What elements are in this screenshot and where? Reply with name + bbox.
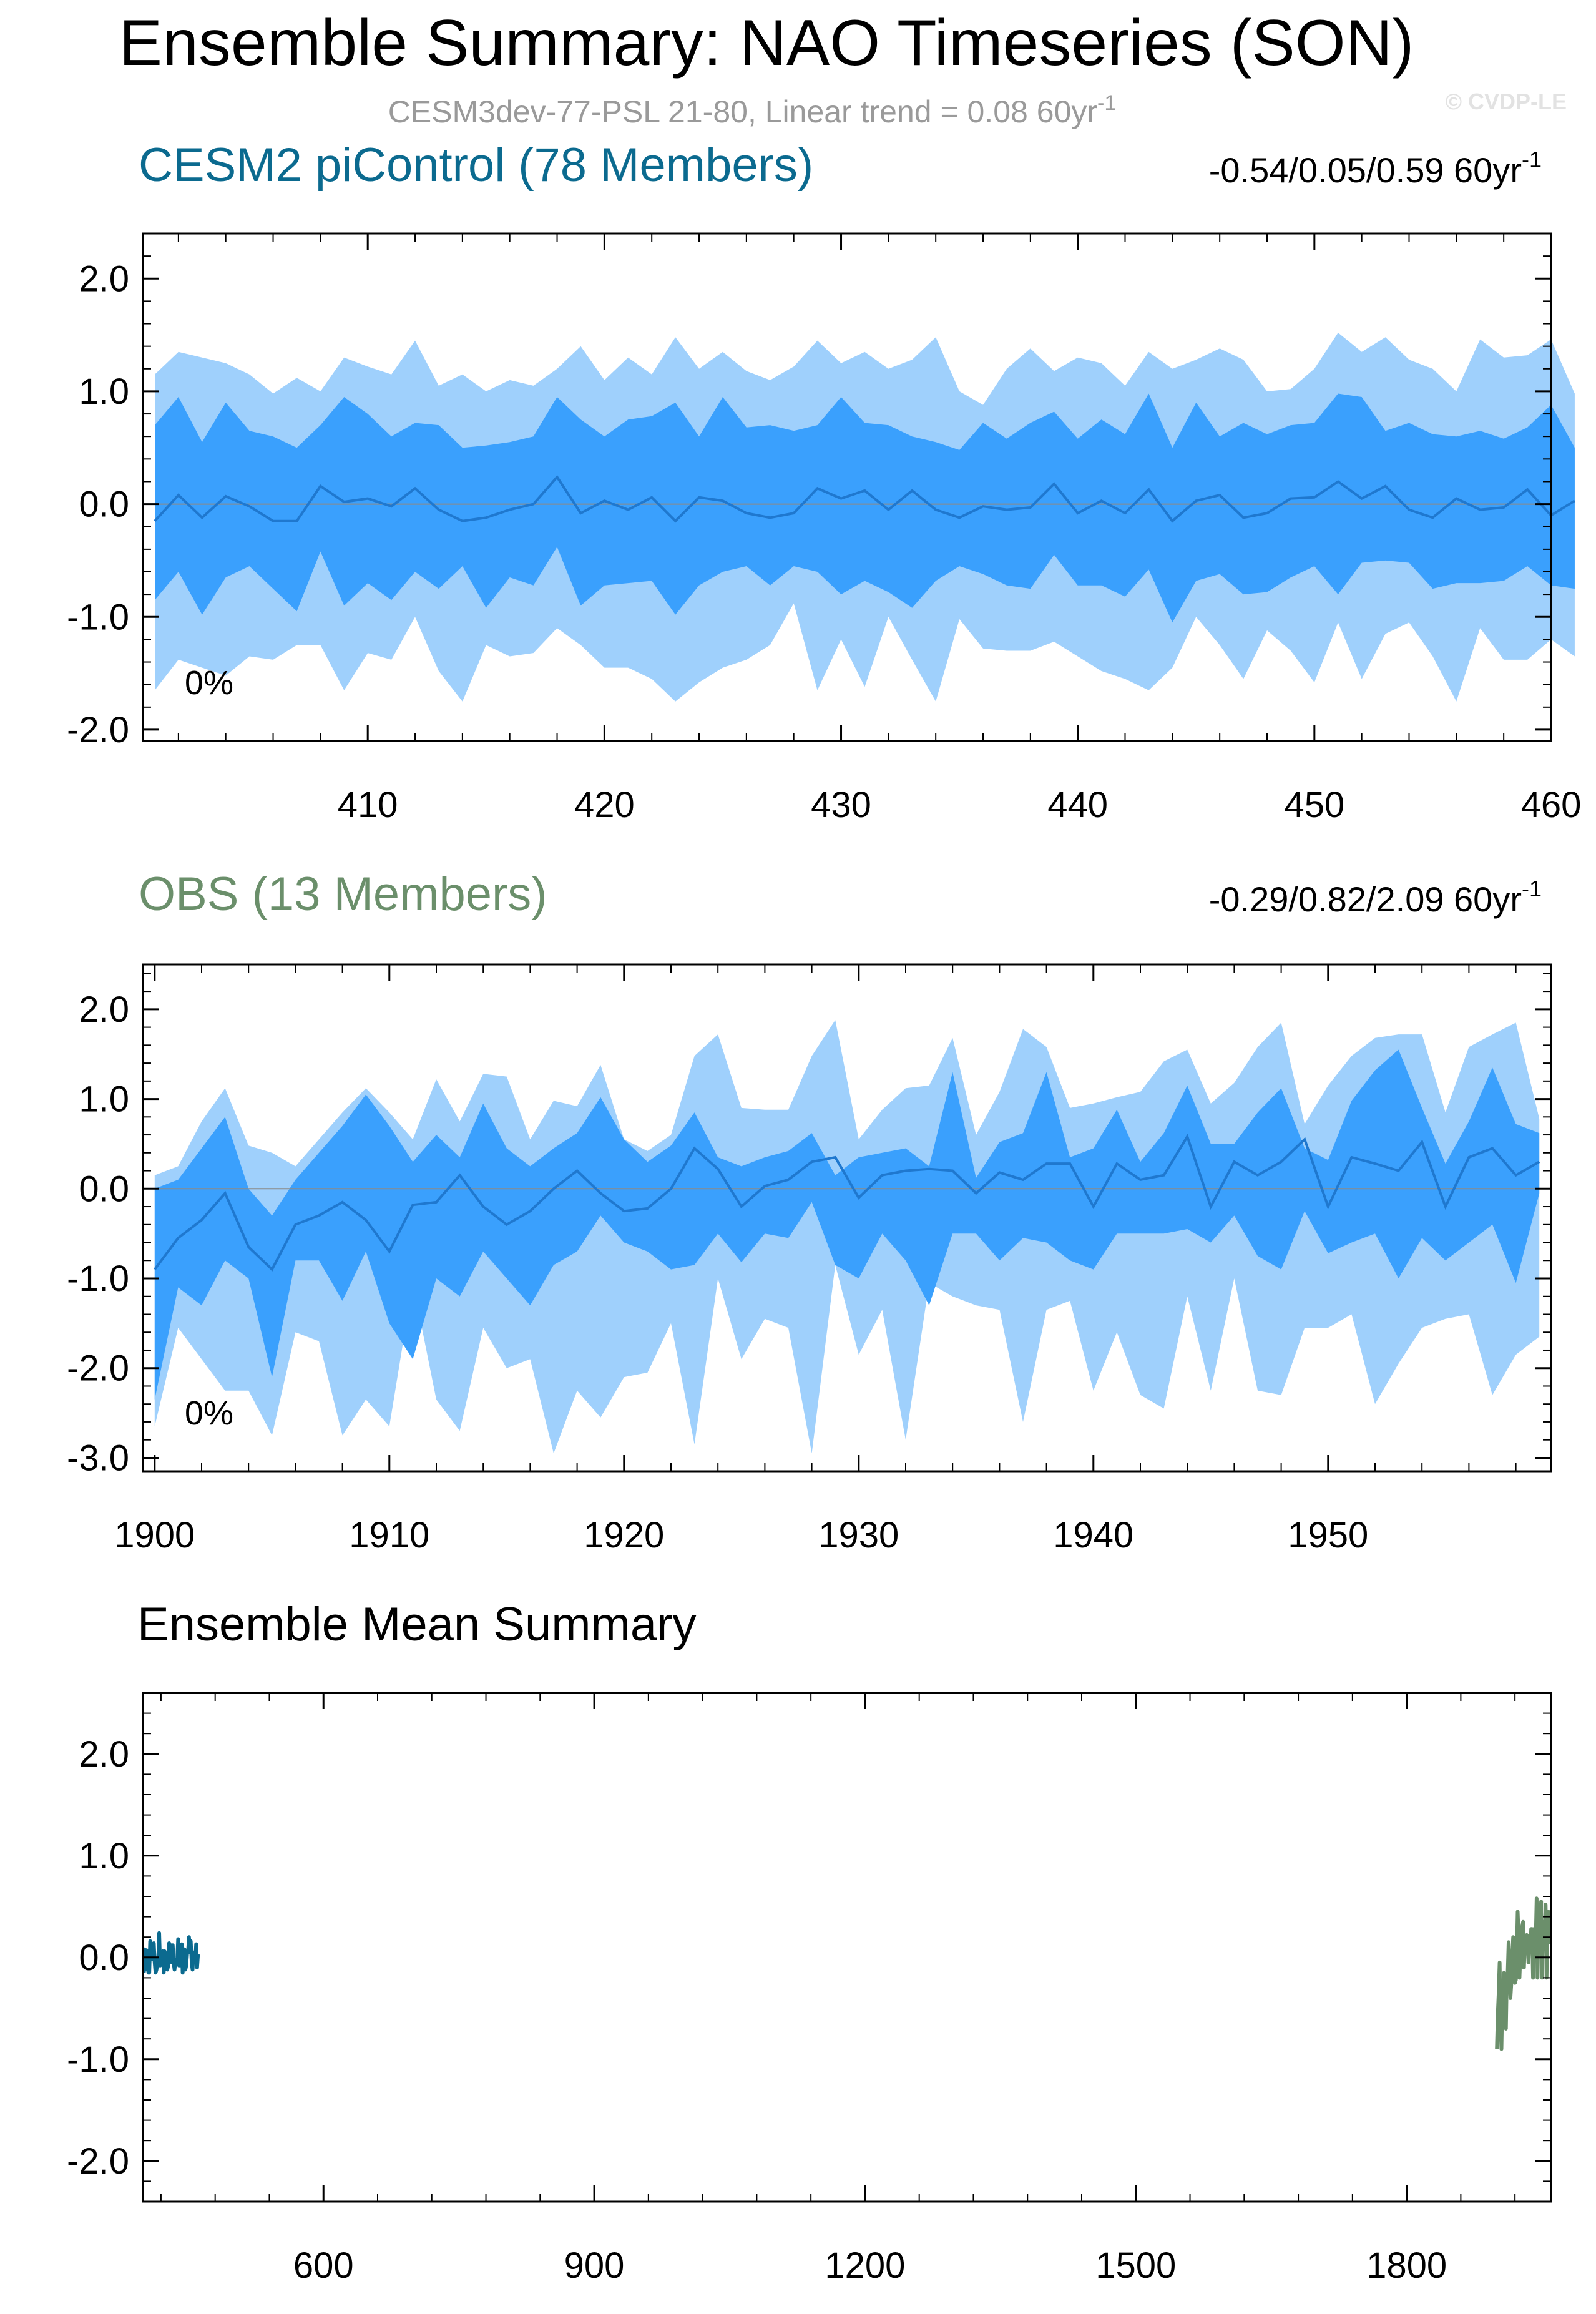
cesm-ytick-label: 0.0: [79, 484, 129, 525]
mean-ytick-label: 0.0: [79, 1938, 129, 1978]
obs-ytick-label: -2.0: [67, 1348, 129, 1389]
obs-xtick-label: 1950: [1288, 1515, 1368, 1556]
obs-ytick-label: -3.0: [67, 1438, 129, 1478]
cesm-ytick-label: 2.0: [79, 258, 129, 299]
obs-xtick-label: 1900: [114, 1515, 195, 1556]
obs-ytick-label: -1.0: [67, 1258, 129, 1299]
mean-xtick-label: 1800: [1366, 2245, 1447, 2286]
panel-mean-chart: 2.0 1.0 0.0 -1.0 -2.0 600 900 1200 1500 1800: [67, 1692, 1552, 2286]
cesm-plot-frame: [142, 232, 1552, 742]
cesm-inner-band: [155, 393, 1575, 623]
cesm-xtick-label: 410: [338, 785, 398, 825]
obs-plot-frame: [142, 963, 1552, 1473]
panel-obs-chart: 0% 2.0 1.0 0.0 -1.0 -2.0 -3.0 1900 1910 1920 1930 1…: [67, 963, 1552, 1556]
cesm-ensemble-mean-line: [154, 474, 1575, 523]
cesm-corner-label: 0%: [185, 664, 233, 702]
watermark: © CVDP-LE: [1445, 89, 1567, 114]
obs-corner-label: 0%: [185, 1395, 233, 1432]
panel-obs-trend: -0.29/0.82/2.09 60yr-1: [1209, 876, 1542, 919]
mean-xtick-label: 1500: [1095, 2245, 1176, 2286]
cesm-ytick-label: -2.0: [67, 710, 129, 750]
panel-cesm-trend: -0.54/0.05/0.59 60yr-1: [1209, 147, 1542, 190]
mean-xtick-label: 900: [564, 2245, 625, 2286]
mean-ytick-label: -2.0: [67, 2141, 129, 2182]
panel-mean-title: Ensemble Mean Summary: [137, 1598, 696, 1651]
mean-ytick-label: 1.0: [79, 1836, 129, 1876]
obs-xtick-label: 1930: [818, 1515, 899, 1556]
panel-obs-title: OBS (13 Members): [139, 868, 547, 921]
mean-xtick-label: 600: [293, 2245, 354, 2286]
cesm-xtick-label: 460: [1521, 785, 1582, 825]
mean-xtick-label: 1200: [825, 2245, 905, 2286]
panel-cesm-chart: 0% 2.0 1.0 0.0 -1.0 -2.0 410 420 430 440 450 460: [67, 232, 1582, 825]
cesm-ytick-label: -1.0: [67, 597, 129, 637]
obs-xtick-label: 1920: [584, 1515, 664, 1556]
figure-title: Ensemble Summary: NAO Timeseries (SON): [119, 7, 1414, 79]
cesm-ytick-label: 1.0: [79, 371, 129, 412]
obs-ytick-label: 0.0: [79, 1169, 129, 1209]
cesm-xtick-label: 420: [574, 785, 635, 825]
mean-ytick-label: 2.0: [79, 1734, 129, 1775]
cesm-xtick-label: 440: [1047, 785, 1108, 825]
cesm-xtick-label: 430: [811, 785, 871, 825]
obs-inner-band: [154, 1049, 1540, 1400]
obs-ensemble-mean-line: [154, 1134, 1540, 1272]
obs-xtick-label: 1910: [349, 1515, 429, 1556]
mean-ytick-label: -1.0: [67, 2039, 129, 2080]
figure-subtitle: CESM3dev-77-PSL 21-80, Linear trend = 0.…: [388, 91, 1117, 129]
obs-ytick-label: 1.0: [79, 1079, 129, 1120]
mean-plot-frame: [142, 1692, 1552, 2203]
panel-cesm-title: CESM2 piControl (78 Members): [139, 139, 813, 192]
mean-series-obs: [1495, 1896, 1552, 2051]
cesm-xtick-label: 450: [1284, 785, 1344, 825]
obs-ytick-label: 2.0: [79, 989, 129, 1030]
obs-xtick-label: 1940: [1053, 1515, 1133, 1556]
mean-series-cesm: [142, 1931, 200, 1975]
